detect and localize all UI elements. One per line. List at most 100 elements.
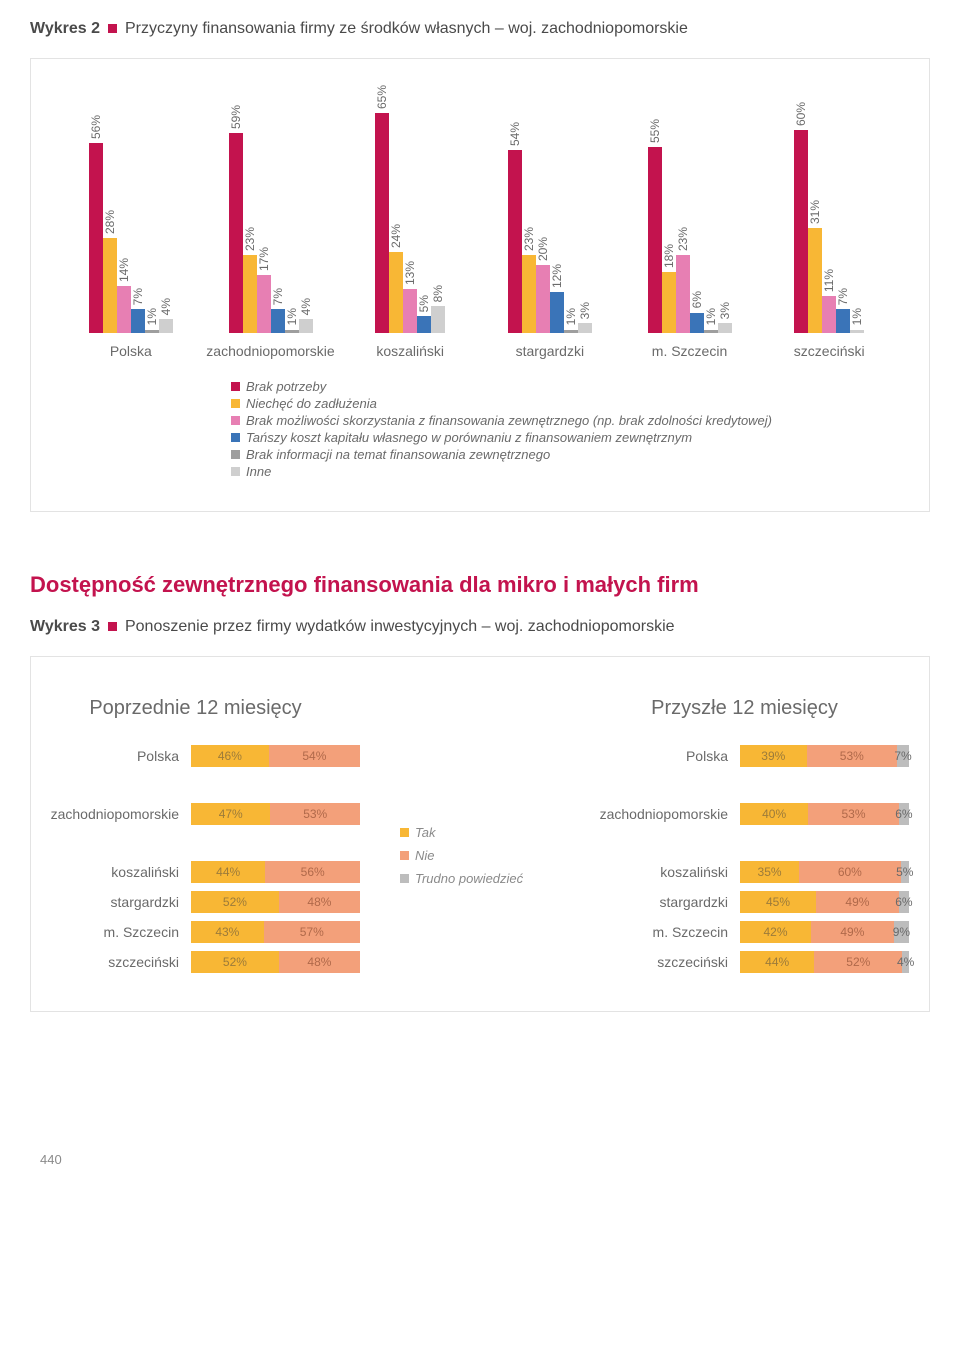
chart2-bar-value: 7% bbox=[271, 288, 285, 305]
stacked-bar-row: szczeciński52%48% bbox=[31, 951, 360, 973]
chart2-bar: 8% bbox=[431, 285, 445, 333]
bar-segment: 43% bbox=[191, 921, 264, 943]
row-label: m. Szczecin bbox=[580, 924, 740, 940]
chart2-bar-value: 60% bbox=[794, 102, 808, 126]
chart2-bar: 4% bbox=[159, 298, 173, 333]
chart2-legend: Brak potrzebyNiechęć do zadłużeniaBrak m… bbox=[231, 379, 899, 479]
legend-swatch-icon bbox=[400, 874, 409, 883]
legend-swatch-icon bbox=[231, 416, 240, 425]
chart2-bar: 1% bbox=[145, 308, 159, 333]
chart2-bar: 1% bbox=[285, 308, 299, 333]
stacked-bar-row: stargardzki45%49%6% bbox=[580, 891, 909, 913]
legend-label: Brak informacji na temat finansowania ze… bbox=[246, 447, 550, 462]
chart2-bar-value: 20% bbox=[536, 237, 550, 261]
chart2-bar: 6% bbox=[690, 291, 704, 333]
legend-item: Nie bbox=[400, 848, 540, 863]
chart2-bar: 13% bbox=[403, 261, 417, 333]
bar-segment: 49% bbox=[811, 921, 894, 943]
chart2-bar: 31% bbox=[808, 200, 822, 333]
chart2-bar-value: 18% bbox=[662, 244, 676, 268]
chart2-bar-value: 31% bbox=[808, 200, 822, 224]
chart2-bar: 12% bbox=[550, 264, 564, 333]
chart2-bar-value: 1% bbox=[704, 308, 718, 325]
title-marker-icon bbox=[108, 622, 117, 631]
bar-segment: 56% bbox=[265, 861, 360, 883]
chart2-bar-value: 23% bbox=[676, 227, 690, 251]
chart2-bar: 14% bbox=[117, 258, 131, 333]
bar-segment: 48% bbox=[279, 891, 360, 913]
chart2-bar-value: 1% bbox=[850, 308, 864, 325]
chart2-bar: 4% bbox=[299, 298, 313, 333]
row-label: Polska bbox=[31, 748, 191, 764]
legend-label: Inne bbox=[246, 464, 271, 479]
legend-label: Brak potrzeby bbox=[246, 379, 326, 394]
bar-segment: 53% bbox=[808, 803, 898, 825]
legend-item: Brak możliwości skorzystania z finansowa… bbox=[231, 413, 899, 428]
chart2-bar-value: 3% bbox=[718, 302, 732, 319]
bar-segment: 53% bbox=[270, 803, 360, 825]
row-label: koszaliński bbox=[580, 864, 740, 880]
bar-segment: 44% bbox=[191, 861, 265, 883]
legend-swatch-icon bbox=[231, 467, 240, 476]
chart2-bar: 7% bbox=[271, 288, 285, 333]
chart2-bar: 1% bbox=[850, 308, 864, 333]
title-marker-icon bbox=[108, 24, 117, 33]
legend-label: Trudno powiedzieć bbox=[415, 871, 523, 886]
bar-segment: 9% bbox=[894, 921, 909, 943]
stacked-bar-row: m. Szczecin43%57% bbox=[31, 921, 360, 943]
chart2-bar: 65% bbox=[375, 85, 389, 333]
legend-swatch-icon bbox=[400, 828, 409, 837]
legend-label: Tańszy koszt kapitału własnego w porówna… bbox=[246, 430, 692, 445]
chart2-bar-value: 1% bbox=[564, 308, 578, 325]
bar-segment: 52% bbox=[191, 951, 279, 973]
bar-segment: 6% bbox=[899, 891, 909, 913]
row-label: Polska bbox=[580, 748, 740, 764]
chart2-bar: 60% bbox=[794, 102, 808, 333]
chart2-group: 55%18%23%6%1%3%m. Szczecin bbox=[620, 93, 760, 359]
chart2-bar: 55% bbox=[648, 119, 662, 333]
chart2-bar-value: 54% bbox=[508, 122, 522, 146]
row-label: szczeciński bbox=[580, 954, 740, 970]
chart2-bar-value: 55% bbox=[648, 119, 662, 143]
chart2-group: 56%28%14%7%1%4%Polska bbox=[61, 93, 201, 359]
bar-segment: 54% bbox=[269, 745, 360, 767]
bar-segment: 7% bbox=[897, 745, 909, 767]
chart2-groups: 56%28%14%7%1%4%Polska59%23%17%7%1%4%zach… bbox=[61, 99, 899, 359]
row-label: zachodniopomorskie bbox=[31, 806, 191, 822]
chart3-title: Wykres 3 Ponoszenie przez firmy wydatków… bbox=[30, 618, 930, 636]
stacked-bar-row: Polska46%54% bbox=[31, 745, 360, 767]
chart2-group-label: Polska bbox=[110, 343, 152, 359]
chart3-box: Poprzednie 12 miesięcy Polska46%54%zacho… bbox=[30, 656, 930, 1012]
chart2-bar-value: 23% bbox=[243, 227, 257, 251]
chart2-bar-value: 56% bbox=[89, 115, 103, 139]
chart3-legend: TakNieTrudno powiedzieć bbox=[400, 697, 540, 894]
chart2-bar: 3% bbox=[578, 302, 592, 333]
stacked-bar-row: koszaliński44%56% bbox=[31, 861, 360, 883]
bar-segment: 42% bbox=[740, 921, 811, 943]
chart2-bar-value: 8% bbox=[431, 285, 445, 302]
bar-segment: 52% bbox=[191, 891, 279, 913]
chart2-bar-value: 59% bbox=[229, 105, 243, 129]
page-number: 440 bbox=[40, 1152, 930, 1167]
legend-swatch-icon bbox=[400, 851, 409, 860]
chart3-suffix: Ponoszenie przez firmy wydatków inwestyc… bbox=[125, 618, 675, 636]
chart2-bar-value: 4% bbox=[159, 298, 173, 315]
chart2-bar: 23% bbox=[522, 227, 536, 333]
chart2-bar: 17% bbox=[257, 247, 271, 333]
chart2-bar-value: 7% bbox=[836, 288, 850, 305]
chart2-group: 59%23%17%7%1%4%zachodniopomorskie bbox=[201, 93, 341, 359]
bar-segment: 52% bbox=[814, 951, 902, 973]
bar-segment: 5% bbox=[901, 861, 909, 883]
section-title: Dostępność zewnętrznego finansowania dla… bbox=[30, 572, 930, 598]
bar-segment: 57% bbox=[264, 921, 360, 943]
bar-segment: 39% bbox=[740, 745, 807, 767]
chart2-bar-value: 13% bbox=[403, 261, 417, 285]
row-label: stargardzki bbox=[31, 894, 191, 910]
legend-swatch-icon bbox=[231, 450, 240, 459]
chart2-box: 56%28%14%7%1%4%Polska59%23%17%7%1%4%zach… bbox=[30, 58, 930, 512]
bar-segment: 48% bbox=[279, 951, 360, 973]
chart2-bar-value: 4% bbox=[299, 298, 313, 315]
chart2-bar-value: 12% bbox=[550, 264, 564, 288]
chart2-bar: 23% bbox=[676, 227, 690, 333]
bar-segment: 49% bbox=[816, 891, 899, 913]
